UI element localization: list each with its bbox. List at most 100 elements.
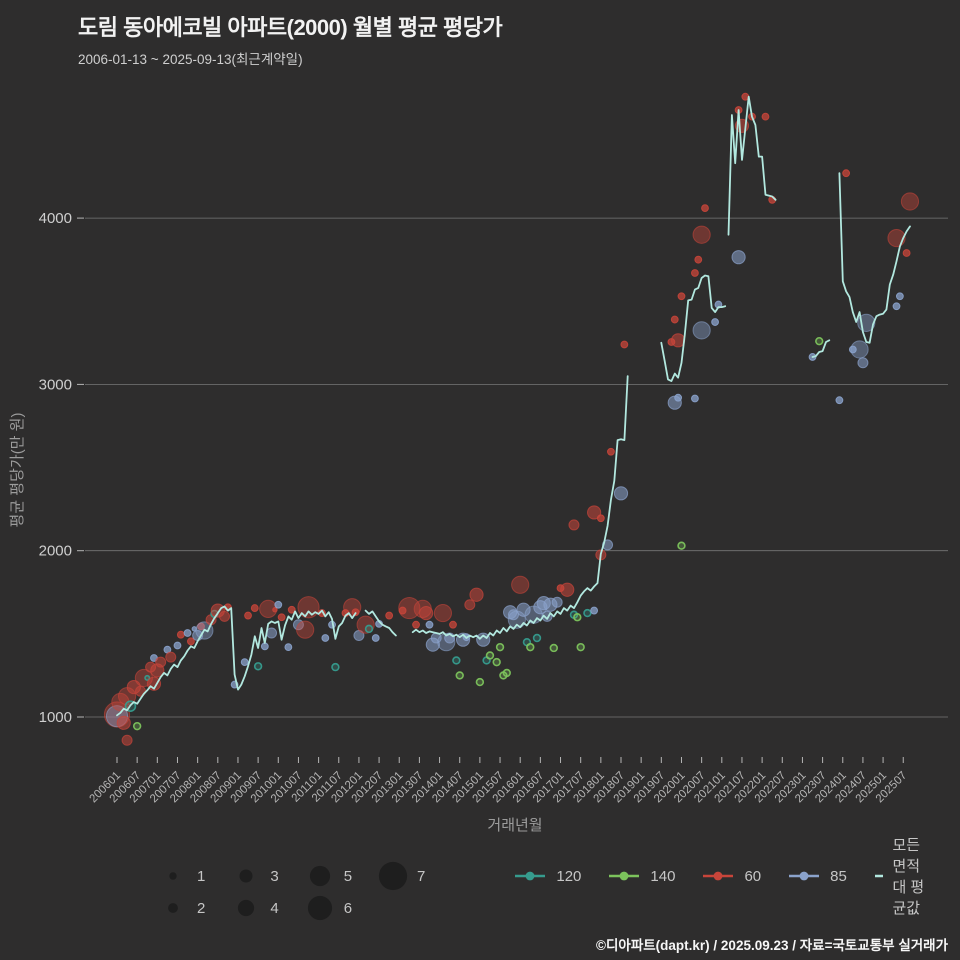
scatter-point-140[interactable] [492,657,501,667]
scatter-point-60[interactable] [900,192,920,211]
scatter-point-60[interactable] [694,255,703,264]
scatter-point-60[interactable] [587,505,602,520]
scatter-point-60[interactable] [701,204,709,213]
scatter-point-85[interactable] [274,600,283,609]
scatter-point-120[interactable] [331,662,340,672]
scatter-point-60[interactable] [385,611,394,620]
avg-line-segment [838,172,911,344]
scatter-point-85[interactable] [476,632,491,647]
legend-series-label: 85 [830,867,847,885]
scatter-point-140[interactable] [475,677,485,687]
scatter-point-85[interactable] [551,596,563,608]
scatter-point-60[interactable] [620,340,629,349]
legend-size-item-5[interactable]: 5 [305,861,352,891]
scatter-point-140[interactable] [455,671,464,680]
scatter-point-140[interactable] [576,642,585,652]
scatter-point-60[interactable] [155,656,167,668]
scatter-point-85[interactable] [850,340,869,359]
scatter-point-60[interactable] [670,315,679,324]
scatter-point-85[interactable] [321,634,330,642]
scatter-point-85[interactable] [892,302,901,311]
scatter-point-85[interactable] [183,629,192,637]
scatter-point-60[interactable] [449,620,457,629]
legend-size-item-1[interactable]: 1 [158,861,205,891]
scatter-point-60[interactable] [419,605,434,621]
scatter-point-60[interactable] [187,637,195,646]
scatter-point-60[interactable] [469,587,484,602]
scatter-point-140[interactable] [495,642,505,652]
scatter-point-120[interactable] [532,633,542,643]
scatter-point-85[interactable] [692,321,711,340]
scatter-point-60[interactable] [560,582,575,597]
scatter-point-85[interactable] [240,658,249,667]
scatter-point-140[interactable] [502,668,511,678]
chart-header: 도림 동아에코빌 아파트(2000) 월별 평균 평당가 2006-01-13 … [78,10,503,68]
legend-series-item-120[interactable]: 120 [513,868,581,885]
scatter-point-60[interactable] [842,169,851,178]
scatter-point-120[interactable] [364,624,374,634]
scatter-point-120[interactable] [253,662,263,671]
legend-size-item-7[interactable]: 7 [378,861,425,891]
scatter-point-60[interactable] [464,599,476,611]
scatter-point-60[interactable] [287,605,296,614]
scatter-point-85[interactable] [674,393,683,402]
scatter-point-60[interactable] [250,604,259,612]
scatter-point-60[interactable] [691,269,699,277]
legend-size-label: 1 [197,867,206,885]
scatter-point-140[interactable] [677,541,686,550]
scatter-point-140[interactable] [549,643,558,653]
scatter-point-60[interactable] [356,615,375,634]
scatter-point-60[interactable] [244,611,252,620]
scatter-point-85[interactable] [371,634,380,642]
scatter-point-60[interactable] [176,630,185,639]
scatter-point-85[interactable] [613,486,629,501]
scatter-point-85[interactable] [284,643,293,652]
scatter-point-60[interactable] [677,292,686,301]
scatter-point-140[interactable] [573,613,582,622]
scatter-point-120[interactable] [144,674,151,681]
scatter-point-60[interactable] [296,620,315,639]
scatter-point-60[interactable] [568,519,580,531]
legend-size-item-3[interactable]: 3 [231,861,279,891]
legend-size-item-2[interactable]: 2 [158,893,205,923]
scatter-point-140[interactable] [526,642,535,652]
scatter-point-120[interactable] [583,608,592,618]
scatter-point-60[interactable] [596,514,605,523]
legend-size-item-4[interactable]: 4 [231,893,279,923]
scatter-point-85[interactable] [895,292,904,301]
scatter-point-60[interactable] [412,620,420,629]
scatter-point-85[interactable] [590,606,599,615]
scatter-point-85[interactable] [731,250,746,265]
scatter-point-140[interactable] [485,651,495,660]
scatter-point-60[interactable] [761,112,770,121]
legend-size-item-6[interactable]: 6 [305,893,352,923]
scatter-point-60[interactable] [607,447,615,456]
scatter-point-60[interactable] [116,715,131,730]
scatter-point-60[interactable] [433,603,453,623]
scatter-point-85[interactable] [691,394,699,403]
scatter-point-85[interactable] [711,318,719,326]
legend-series-item-140[interactable]: 140 [607,868,675,885]
scatter-point-60[interactable] [511,575,530,594]
scatter-point-85[interactable] [173,641,182,650]
scatter-point-60[interactable] [902,249,911,257]
legend-series-item-60[interactable]: 60 [701,868,761,885]
scatter-point-85[interactable] [516,602,531,617]
scatter-point-85[interactable] [835,396,844,405]
scatter-point-60[interactable] [692,225,711,244]
scatter-point-85[interactable] [507,609,519,621]
scatter-point-140[interactable] [815,336,824,346]
scatter-point-60[interactable] [121,734,133,746]
scatter-point-60[interactable] [277,613,286,622]
scatter-point-85[interactable] [260,642,269,651]
scatter-point-60[interactable] [272,607,278,613]
scatter-point-60[interactable] [165,651,177,663]
scatter-point-140[interactable] [132,721,142,731]
scatter-point-60[interactable] [219,610,231,622]
scatter-point-60[interactable] [398,596,421,620]
scatter-point-85[interactable] [425,620,434,629]
legend-series-item-avg[interactable]: 모든 면적대 평균값 [873,834,930,918]
legend-series-item-85[interactable]: 85 [787,868,847,885]
scatter-point-85[interactable] [857,357,869,369]
scatter-point-120[interactable] [452,656,461,665]
